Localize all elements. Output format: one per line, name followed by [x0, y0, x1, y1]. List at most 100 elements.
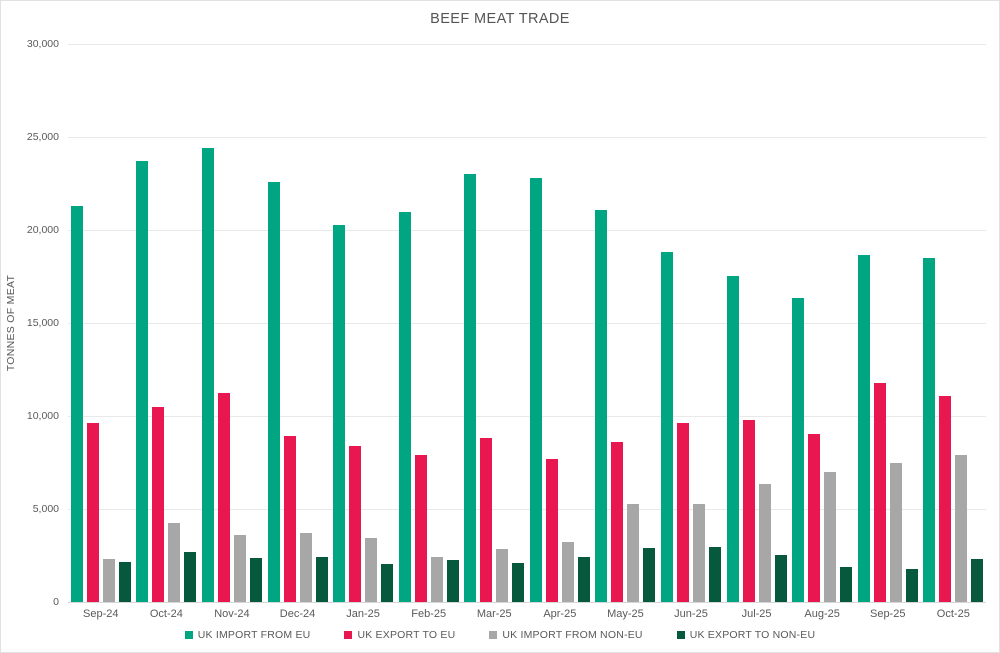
bar [660, 252, 673, 602]
legend-swatch-icon [676, 631, 685, 639]
x-tick-label: Mar-25 [476, 608, 512, 620]
bar [349, 445, 362, 602]
bar [792, 297, 805, 602]
bar [430, 557, 443, 602]
bar [267, 181, 280, 602]
bar [118, 562, 131, 602]
bar [168, 522, 181, 602]
bar-group [134, 44, 200, 602]
legend-item: UK IMPORT FROM NON-EU [489, 629, 642, 641]
bar [299, 533, 312, 602]
bar [905, 568, 918, 602]
bar-group [527, 44, 593, 602]
gridline [68, 44, 986, 45]
bar-group [396, 44, 462, 602]
x-tick-label: Sep-25 [869, 608, 906, 620]
bar [414, 455, 427, 602]
bar [464, 174, 477, 602]
bar [939, 395, 952, 602]
x-tick-label: Sep-24 [83, 608, 119, 620]
bar-group [199, 44, 265, 602]
bar-group [921, 44, 987, 602]
bar [726, 275, 739, 602]
bar [857, 255, 870, 602]
bar [446, 560, 459, 602]
bar [545, 458, 558, 602]
bar [774, 554, 787, 602]
bar-group [593, 44, 659, 602]
x-tick-label: Feb-25 [411, 608, 447, 620]
legend-swatch-icon [184, 631, 193, 639]
legend-swatch-icon [489, 631, 498, 639]
x-tick-label: Jan-25 [346, 608, 380, 620]
bar [577, 557, 590, 602]
bar [86, 423, 99, 602]
bar-group [658, 44, 724, 602]
legend-item: UK IMPORT FROM EU [184, 629, 311, 641]
bar [480, 438, 493, 602]
bar [873, 382, 886, 602]
bar [398, 212, 411, 602]
bar-group [461, 44, 527, 602]
bar [627, 504, 640, 602]
y-tick-label: 0 [53, 596, 59, 608]
legend-label: UK IMPORT FROM EU [197, 629, 311, 641]
bar [381, 563, 394, 602]
y-tick-label: 15,000 [26, 317, 59, 329]
legend: UK IMPORT FROM EU UK EXPORT TO EU UK IMPOR… [1, 629, 999, 641]
chart-title: BEEF MEAT TRADE [430, 11, 570, 27]
x-tick-label: Nov-24 [214, 608, 250, 620]
bar-group [330, 44, 396, 602]
bar-group [68, 44, 134, 602]
bar [102, 559, 115, 602]
bar [676, 423, 689, 602]
x-tick-label: Dec-24 [279, 608, 316, 620]
legend-label: UK EXPORT TO NON-EU [689, 629, 816, 641]
bar [758, 483, 771, 602]
bar [692, 504, 705, 602]
x-tick-label: Jul-25 [741, 608, 772, 620]
bar [283, 436, 296, 602]
bar [708, 547, 721, 602]
bar [136, 161, 149, 602]
bar-groups [68, 44, 986, 602]
bar [217, 392, 230, 602]
bar [70, 205, 83, 602]
bar [824, 471, 837, 602]
x-tick-label: Oct-25 [936, 608, 970, 620]
x-tick-label: Apr-25 [543, 608, 577, 620]
bar [315, 557, 328, 602]
bar-group [265, 44, 331, 602]
bar [955, 455, 968, 602]
bar [184, 551, 197, 602]
bar [643, 548, 656, 602]
bar [233, 535, 246, 602]
bar [561, 541, 574, 602]
bar [808, 433, 821, 602]
gridline [68, 509, 986, 510]
x-tick-label: Jun-25 [674, 608, 708, 620]
x-axis-tick-labels: Sep-24 Oct-24 Nov-24 Dec-24 Jan-25 Feb-25 Mar-… [68, 608, 986, 620]
bar [529, 177, 542, 602]
plot-area [68, 44, 986, 603]
x-tick-label: Oct-24 [149, 608, 183, 620]
bar [923, 257, 936, 602]
bar [365, 537, 378, 602]
y-tick-label: 5,000 [32, 503, 59, 515]
bar [971, 559, 984, 602]
bar-group [855, 44, 921, 602]
legend-item: UK EXPORT TO EU [344, 629, 455, 641]
bar [333, 225, 346, 602]
bar [152, 406, 165, 602]
y-tick-label: 20,000 [26, 224, 59, 236]
gridline [68, 137, 986, 138]
bar-group [724, 44, 790, 602]
bar [840, 566, 853, 602]
bar [249, 558, 262, 602]
x-tick-label: Aug-25 [804, 608, 840, 620]
bar [889, 463, 902, 602]
gridline [68, 323, 986, 324]
legend-item: UK EXPORT TO NON-EU [676, 629, 816, 641]
x-axis-baseline [68, 602, 986, 603]
